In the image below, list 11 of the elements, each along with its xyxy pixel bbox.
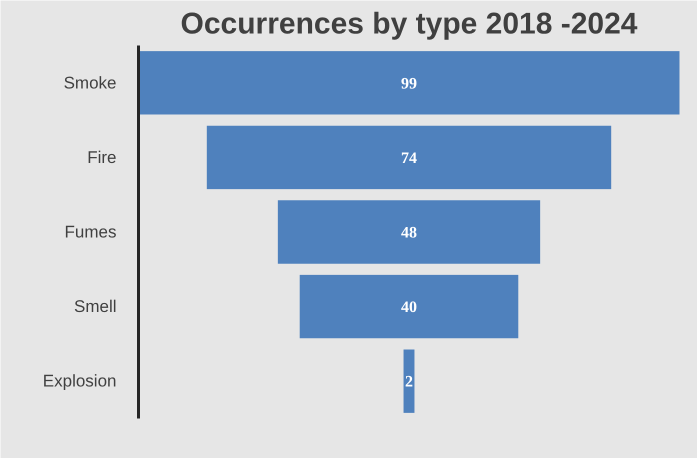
data-label: 74: [401, 150, 417, 167]
category-label: Smell: [74, 297, 117, 316]
category-label: Fire: [87, 148, 117, 167]
data-label: 48: [401, 224, 417, 242]
data-label: 2: [405, 374, 413, 391]
category-label: Smoke: [64, 73, 117, 92]
data-label: 99: [401, 75, 417, 92]
category-label: Fumes: [64, 222, 117, 242]
data-label: 40: [401, 299, 417, 316]
category-label: Explosion: [42, 372, 117, 391]
text: Occurrences by type 2018 -2024: [180, 8, 638, 40]
